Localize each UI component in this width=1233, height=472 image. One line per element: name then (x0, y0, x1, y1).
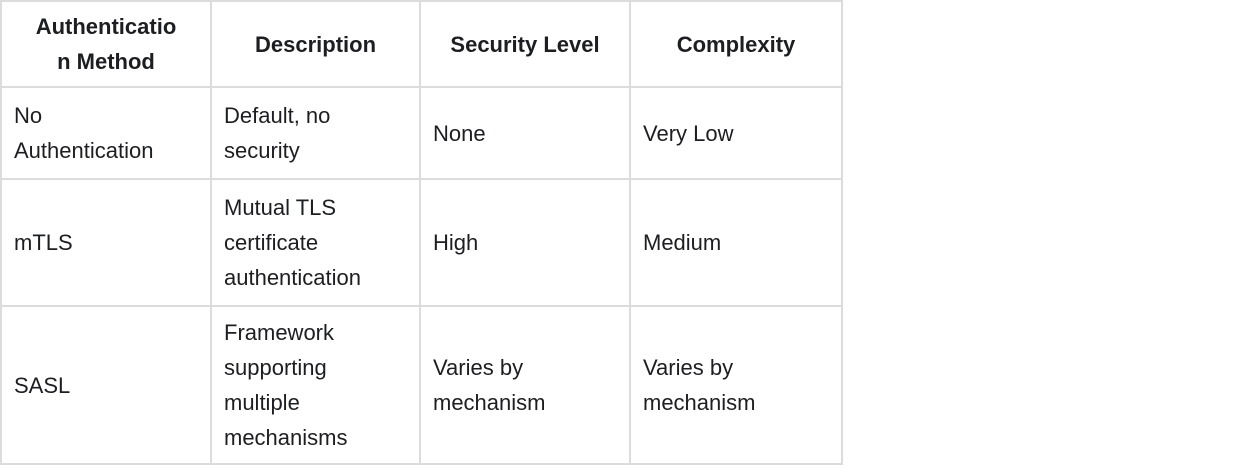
cell-text: Mutual TLS certificate authentication (224, 195, 361, 290)
header-label-security-level: Security Level (450, 31, 600, 57)
cell-text: SASL (14, 372, 71, 398)
cell-security-level: None (419, 86, 631, 180)
cell-text: Very Low (643, 120, 734, 146)
cell-text: Varies by mechanism (643, 355, 756, 415)
cell-complexity: Varies by mechanism (629, 305, 843, 465)
header-cell-security-level: Security Level (419, 0, 631, 88)
cell-complexity: Medium (629, 178, 843, 307)
header-label-complexity: Complexity (676, 31, 796, 57)
cell-description: Mutual TLS certificate authentication (210, 178, 421, 307)
auth-methods-table: Authentication Method Description Securi… (0, 0, 843, 465)
cell-authentication-method: mTLS (0, 178, 212, 307)
header-label-description: Description (254, 31, 377, 57)
cell-text: No Authentication (14, 103, 154, 163)
cell-text: Medium (643, 230, 722, 255)
cell-text: Default, no security (224, 103, 331, 163)
cell-text: None (433, 120, 486, 146)
cell-security-level: Varies by mechanism (419, 305, 631, 465)
header-cell-authentication-method: Authentication Method (0, 0, 212, 88)
header-label-authentication-method: Authentication Method (35, 14, 177, 74)
cell-text: High (433, 230, 479, 255)
cell-text: Varies by mechanism (433, 355, 546, 415)
table-row: No Authentication Default, no security N… (0, 86, 843, 180)
header-cell-complexity: Complexity (629, 0, 843, 88)
table-header-row: Authentication Method Description Securi… (0, 0, 843, 88)
cell-description: Default, no security (210, 86, 421, 180)
table-row: mTLS Mutual TLS certificate authenticati… (0, 178, 843, 307)
cell-authentication-method: No Authentication (0, 86, 212, 180)
cell-text: Framework supporting multiple mechanisms (224, 320, 348, 450)
header-cell-description: Description (210, 0, 421, 88)
cell-authentication-method: SASL (0, 305, 212, 465)
cell-text: mTLS (14, 230, 73, 255)
table-row: SASL Framework supporting multiple mecha… (0, 305, 843, 465)
cell-description: Framework supporting multiple mechanisms (210, 305, 421, 465)
cell-security-level: High (419, 178, 631, 307)
cell-complexity: Very Low (629, 86, 843, 180)
